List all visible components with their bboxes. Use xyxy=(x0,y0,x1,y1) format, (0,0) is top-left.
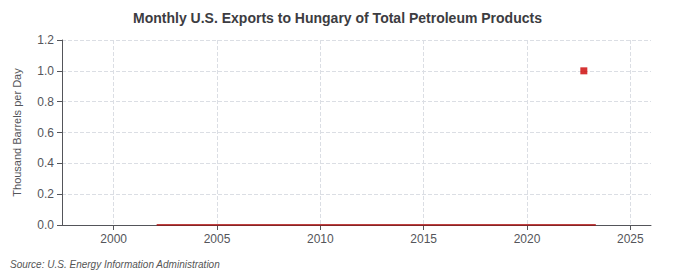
svg-text:Monthly U.S. Exports to Hungar: Monthly U.S. Exports to Hungary of Total… xyxy=(133,10,542,26)
svg-text:2000: 2000 xyxy=(100,232,127,246)
svg-text:0.4: 0.4 xyxy=(37,156,54,170)
svg-text:0.6: 0.6 xyxy=(37,126,54,140)
svg-text:2005: 2005 xyxy=(204,232,231,246)
svg-text:Thousand Barrels per Day: Thousand Barrels per Day xyxy=(11,68,23,197)
svg-text:0.8: 0.8 xyxy=(37,95,54,109)
svg-text:1.0: 1.0 xyxy=(37,64,54,78)
svg-text:2025: 2025 xyxy=(617,232,644,246)
svg-text:Source: U.S. Energy Informatio: Source: U.S. Energy Information Administ… xyxy=(10,259,220,270)
svg-text:1.2: 1.2 xyxy=(37,33,54,47)
svg-text:0.0: 0.0 xyxy=(37,218,54,232)
svg-text:2010: 2010 xyxy=(307,232,334,246)
svg-text:2015: 2015 xyxy=(410,232,437,246)
svg-text:0.2: 0.2 xyxy=(37,187,54,201)
svg-text:2020: 2020 xyxy=(514,232,541,246)
